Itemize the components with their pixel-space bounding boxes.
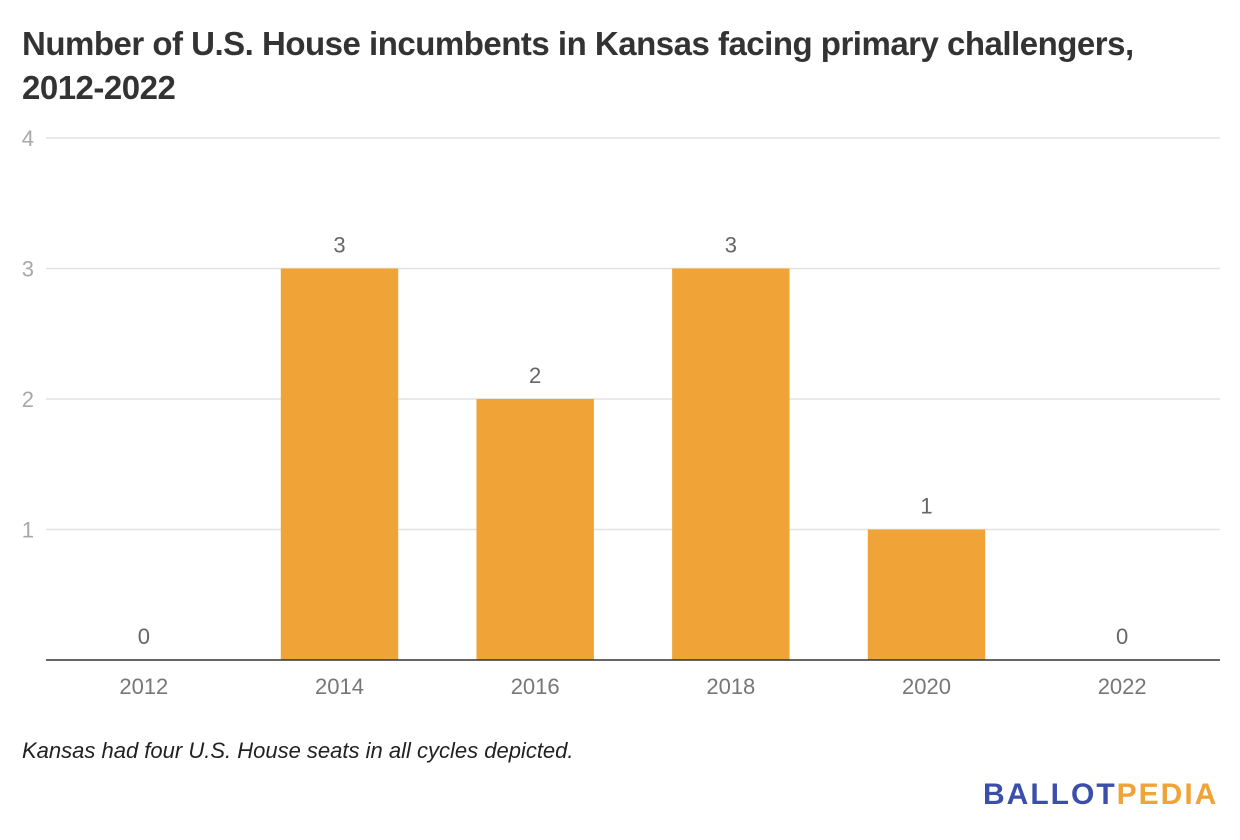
y-tick-label: 2	[22, 387, 34, 412]
data-label: 0	[1116, 624, 1128, 649]
y-tick-label: 1	[22, 518, 34, 543]
x-tick-label: 2020	[902, 674, 951, 699]
bar	[672, 268, 790, 660]
data-label: 3	[333, 233, 345, 258]
chart-note: Kansas had four U.S. House seats in all …	[22, 738, 574, 763]
data-label: 3	[725, 233, 737, 258]
chart-title: Number of U.S. House incumbents in Kansa…	[22, 25, 1134, 106]
bar	[476, 399, 594, 660]
ballotpedia-logo: BALLOTPEDIA	[983, 778, 1218, 812]
logo-part-pedia: PEDIA	[1116, 778, 1219, 811]
x-tick-label: 2014	[315, 674, 364, 699]
data-label: 2	[529, 363, 541, 388]
data-label: 0	[138, 624, 150, 649]
y-tick-label: 4	[22, 126, 34, 151]
bar	[280, 268, 399, 660]
x-tick-label: 2022	[1098, 674, 1147, 699]
x-tick-label: 2018	[706, 674, 755, 699]
x-tick-label: 2012	[119, 674, 168, 699]
data-label: 1	[920, 494, 932, 519]
y-tick-label: 3	[22, 257, 34, 282]
logo-part-ballot: BALLOT	[983, 778, 1117, 811]
x-tick-label: 2016	[511, 674, 560, 699]
bar	[867, 529, 986, 660]
